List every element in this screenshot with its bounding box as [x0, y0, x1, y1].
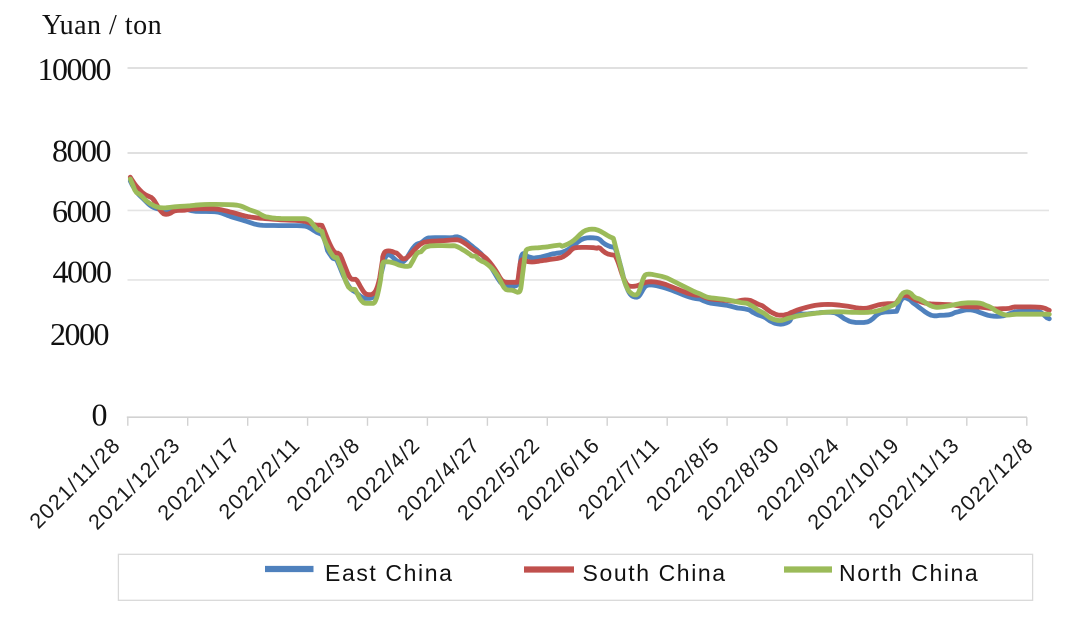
- svg-text:0: 0: [92, 397, 107, 433]
- svg-text:6000: 6000: [52, 193, 111, 229]
- svg-text:4000: 4000: [53, 253, 112, 289]
- svg-text:8000: 8000: [52, 133, 111, 169]
- svg-text:Yuan / ton: Yuan / ton: [42, 10, 162, 41]
- svg-text:10000: 10000: [38, 51, 111, 87]
- svg-text:North China: North China: [839, 560, 979, 586]
- svg-text:2000: 2000: [50, 316, 109, 352]
- svg-text:South China: South China: [583, 560, 727, 586]
- svg-text:East China: East China: [325, 560, 454, 586]
